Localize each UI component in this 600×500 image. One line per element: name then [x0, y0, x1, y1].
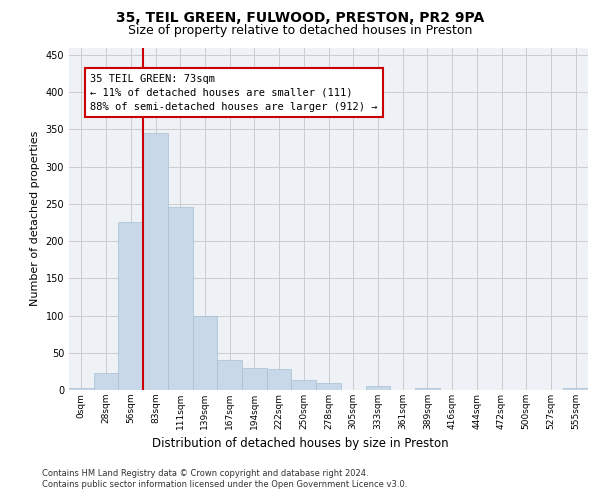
Text: Contains HM Land Registry data © Crown copyright and database right 2024.: Contains HM Land Registry data © Crown c…	[42, 469, 368, 478]
Text: 35, TEIL GREEN, FULWOOD, PRESTON, PR2 9PA: 35, TEIL GREEN, FULWOOD, PRESTON, PR2 9P…	[116, 11, 484, 25]
Bar	[94, 373, 118, 390]
Text: Contains public sector information licensed under the Open Government Licence v3: Contains public sector information licen…	[42, 480, 407, 489]
Bar	[217, 360, 242, 390]
Text: Size of property relative to detached houses in Preston: Size of property relative to detached ho…	[128, 24, 472, 37]
Bar	[267, 369, 292, 390]
Bar	[242, 368, 267, 390]
Bar	[193, 316, 217, 390]
Bar	[415, 388, 440, 390]
Bar	[365, 386, 390, 390]
Bar	[118, 222, 143, 390]
Bar	[316, 384, 341, 390]
Bar	[143, 133, 168, 390]
Bar	[292, 380, 316, 390]
Text: 35 TEIL GREEN: 73sqm
← 11% of detached houses are smaller (111)
88% of semi-deta: 35 TEIL GREEN: 73sqm ← 11% of detached h…	[90, 74, 377, 112]
Bar	[563, 388, 588, 390]
Text: Distribution of detached houses by size in Preston: Distribution of detached houses by size …	[152, 438, 448, 450]
Y-axis label: Number of detached properties: Number of detached properties	[30, 131, 40, 306]
Bar	[168, 207, 193, 390]
Bar	[69, 388, 94, 390]
